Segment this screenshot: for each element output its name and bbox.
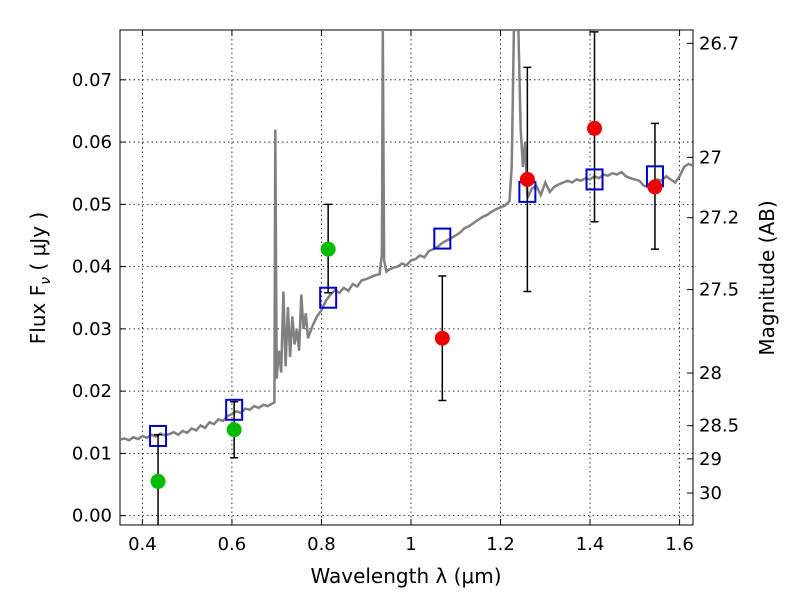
y-tick-label: 0.02 [72,381,112,402]
y-axis-title-main: Flux F [26,285,50,344]
observed-circle-marker [647,179,663,195]
x-tick-label: 0.6 [218,534,247,555]
mag-tick-label: 30 [699,483,722,504]
observed-circle-marker [587,120,603,136]
observed-circle-marker [150,473,166,489]
y-tick-label: 0.06 [72,132,112,153]
observed-circle-marker [519,171,535,187]
y-tick-label: 0.00 [72,506,112,527]
x-tick-label: 1 [405,534,416,555]
observed-circle-marker [226,422,242,438]
tick-labels: 0.4 0.6 0.8 1 1.2 1.4 1.6 0.00 0.01 0.02 0.03 0.04 0… [72,33,739,555]
y-tick-label: 0.04 [72,257,112,278]
mag-tick-label: 27.5 [699,280,739,301]
x-tick-label: 0.4 [128,534,157,555]
model-square-marker [225,398,244,421]
mag-tick-label: 28 [699,363,722,384]
x-tick-label: 1.2 [486,534,515,555]
model-square-marker [319,286,338,309]
y-tick-label: 0.07 [72,70,112,91]
mag-tick-label: 28.5 [699,416,739,437]
svg-text:Flux Fν ( μJy ): Flux Fν ( μJy ) [26,212,54,344]
ticks [120,30,693,525]
y-tick-label: 0.03 [72,319,112,340]
model-square-marker [585,168,604,191]
model-square-marker [149,424,168,447]
y-axis-title-sub: ν [38,277,54,285]
y-axis-title-right: Magnitude (AB) [755,200,779,355]
mag-tick-label: 27 [699,147,722,168]
y-axis-title-left: Flux Fν ( μJy ) [26,212,54,344]
mag-tick-label: 27.2 [699,208,739,229]
series-layer [120,30,693,525]
mag-tick-label: 26.7 [699,33,739,54]
mag-tick-label: 29 [699,449,722,470]
grid [120,30,693,525]
y-tick-label: 0.01 [72,443,112,464]
x-tick-label: 0.8 [307,534,336,555]
x-tick-label: 1.4 [576,534,605,555]
model-square-marker [433,227,452,250]
x-axis-title: Wavelength λ (μm) [310,564,501,588]
x-tick-label: 1.6 [665,534,694,555]
observed-circle-marker [320,241,336,257]
y-tick-label: 0.05 [72,194,112,215]
y-axis-title-unit: ( μJy ) [26,212,50,277]
plot-frame [119,29,694,526]
observed-circle-marker [434,330,450,346]
